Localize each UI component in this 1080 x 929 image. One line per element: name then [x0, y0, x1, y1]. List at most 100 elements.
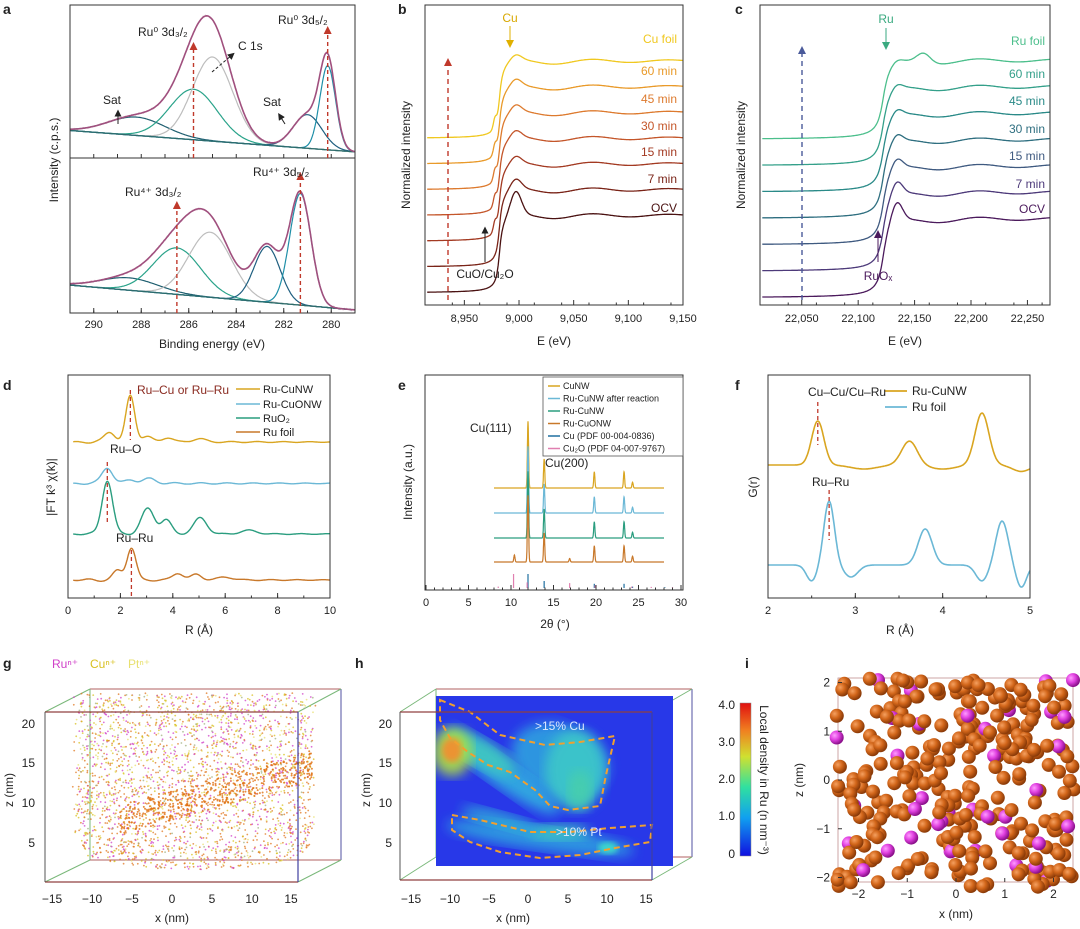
- atom-point: [280, 729, 283, 732]
- atom-point: [198, 812, 200, 814]
- atom-point: [172, 804, 175, 807]
- peak-annotation: Ru⁰ 3d₃/₂: [138, 25, 188, 39]
- atom-point: [114, 823, 116, 826]
- atom-point: [86, 812, 88, 815]
- atom-point: [221, 784, 224, 787]
- atom-point: [243, 855, 246, 858]
- atom-point: [78, 774, 81, 777]
- atom-point: [228, 784, 230, 787]
- cu-atom: [978, 844, 993, 859]
- atom-point: [90, 791, 93, 794]
- atom-point: [157, 803, 160, 806]
- atom-point: [129, 801, 132, 804]
- atom-point: [79, 748, 82, 750]
- atom-point: [116, 826, 119, 828]
- atom-point: [79, 805, 82, 808]
- atom-point: [256, 751, 258, 754]
- atom-point: [116, 753, 118, 756]
- atom-point: [89, 747, 92, 750]
- atom-point: [163, 813, 166, 816]
- atom-point: [154, 724, 157, 726]
- atom-point: [234, 846, 237, 849]
- atom-point: [276, 772, 279, 775]
- x-axis-label: E (eV): [888, 334, 922, 348]
- atom-point: [143, 732, 146, 734]
- atom-point: [188, 866, 191, 868]
- atom-point: [148, 776, 151, 779]
- atom-point: [122, 848, 125, 851]
- atom-point: [99, 720, 101, 723]
- cu-atom: [917, 714, 932, 729]
- atom-point: [307, 844, 309, 847]
- atom-point: [122, 845, 125, 848]
- atom-point: [236, 779, 239, 782]
- atom-point: [306, 772, 309, 775]
- atom-point: [113, 786, 116, 788]
- atom-point: [161, 811, 164, 814]
- background-line: [70, 129, 356, 153]
- atom-point: [163, 804, 166, 806]
- atom-point: [228, 851, 231, 854]
- atom-point: [75, 735, 78, 738]
- atom-point: [244, 829, 247, 831]
- atom-point: [295, 772, 298, 775]
- atom-point: [148, 805, 151, 808]
- atom-point: [94, 737, 96, 739]
- atom-point: [291, 718, 293, 720]
- atom-point: [221, 740, 224, 742]
- atom-point: [298, 764, 301, 767]
- atom-point: [110, 816, 112, 819]
- atom-point: [239, 694, 242, 697]
- atom-point: [253, 801, 255, 804]
- atom-point: [223, 696, 226, 699]
- cu-atom: [949, 825, 964, 840]
- atom-point: [303, 805, 306, 808]
- atom-point: [226, 771, 228, 774]
- atom-point: [123, 831, 126, 834]
- atom-point: [258, 709, 260, 712]
- atom-point: [193, 744, 196, 746]
- atom-point: [189, 809, 192, 812]
- z-tick-label: 15: [22, 756, 36, 770]
- atom-point: [83, 842, 86, 844]
- atom-point: [172, 795, 175, 798]
- atom-point: [130, 766, 133, 769]
- bounding-box: [399, 856, 437, 881]
- atom-point: [84, 796, 87, 798]
- atom-point: [270, 831, 273, 834]
- atom-point: [268, 720, 271, 723]
- atom-point: [212, 821, 215, 824]
- atom-point: [188, 812, 191, 815]
- atom-point: [290, 774, 293, 777]
- atom-point: [206, 817, 208, 820]
- atom-point: [126, 729, 129, 732]
- atom-point: [86, 733, 89, 736]
- atom-point: [158, 824, 161, 827]
- cu-atom: [1040, 738, 1055, 753]
- atom-point: [265, 788, 268, 791]
- atom-point: [281, 859, 284, 862]
- atom-point: [236, 852, 238, 854]
- atom-point: [194, 798, 197, 801]
- atom-point: [172, 732, 175, 734]
- atom-point: [291, 692, 294, 694]
- atom-point: [150, 861, 152, 864]
- x-tick-label: 22,200: [954, 313, 988, 325]
- atom-point: [169, 822, 172, 825]
- atom-point: [220, 754, 223, 757]
- atom-point: [206, 756, 209, 758]
- atom-point: [102, 778, 105, 781]
- atom-point: [249, 772, 251, 775]
- atom-point: [238, 775, 241, 778]
- z-axis-label: z (nm): [359, 773, 373, 807]
- atom-point: [109, 725, 112, 728]
- atom-point: [304, 730, 307, 733]
- cu-atom: [1041, 757, 1056, 772]
- atom-point: [166, 760, 169, 763]
- atom-point: [262, 782, 265, 785]
- atom-point: [184, 848, 187, 851]
- atom-point: [129, 736, 132, 738]
- atom-point: [307, 809, 310, 812]
- atom-point: [221, 798, 224, 801]
- atom-point: [133, 814, 136, 817]
